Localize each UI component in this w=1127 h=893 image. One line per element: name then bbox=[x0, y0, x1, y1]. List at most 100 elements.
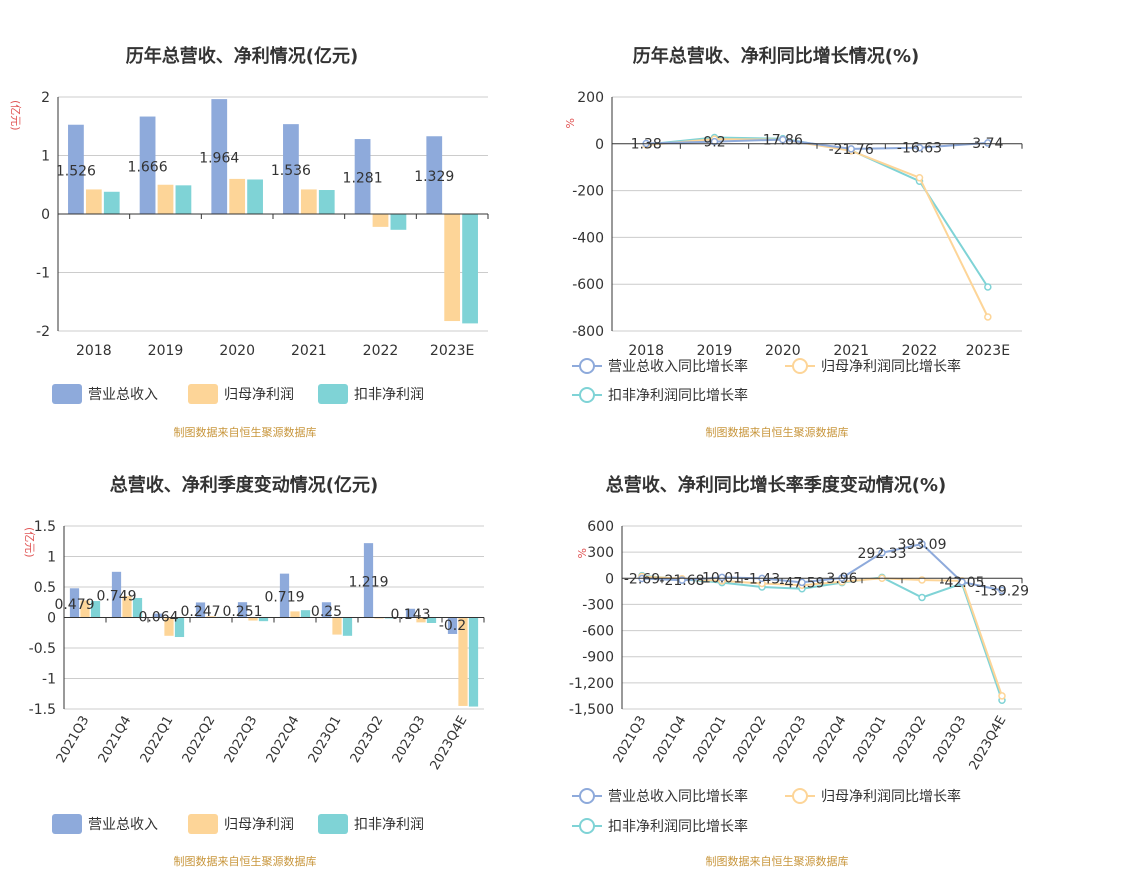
x-tick-label: 2022Q4 bbox=[264, 714, 303, 766]
bar-revenue bbox=[405, 608, 416, 618]
bar-revenue bbox=[447, 617, 458, 634]
x-tick-label: 2020 bbox=[219, 343, 255, 359]
bar-deducted bbox=[175, 185, 192, 214]
data-label: -1.43 bbox=[744, 571, 780, 587]
data-label: 1.38 bbox=[631, 136, 662, 152]
source-note: 制图数据来自恒生聚源数据库 bbox=[173, 426, 317, 439]
line-point bbox=[847, 145, 855, 153]
data-label: -21.68 bbox=[659, 573, 704, 589]
y-tick-label: 600 bbox=[587, 519, 614, 535]
data-label: 0.25 bbox=[311, 604, 342, 620]
y-tick-label: -2 bbox=[36, 324, 50, 340]
x-tick-label: 2022 bbox=[363, 343, 399, 359]
y-tick-label: 0 bbox=[41, 207, 50, 223]
x-tick-label: 2023Q2 bbox=[891, 714, 930, 766]
chart-quarterly-growth: 总营收、净利同比增长率季度变动情况(%) % 600 300 0 -300 -600 -90… bbox=[560, 445, 1127, 893]
bar-deducted bbox=[468, 617, 479, 707]
legend-swatch bbox=[188, 384, 218, 404]
bar-revenue bbox=[139, 116, 156, 214]
legend-label: 扣非净利润同比增长率 bbox=[608, 818, 748, 835]
x-tick-label: 2022Q4 bbox=[811, 714, 850, 766]
legend-label: 扣非净利润同比增长率 bbox=[608, 387, 748, 404]
y-tick-label: -200 bbox=[572, 184, 604, 200]
y-tick-label: -1,500 bbox=[569, 702, 614, 718]
chart-annual-revenue-profit: 历年总营收、净利情况(亿元) (亿元) 2 1 0 -1 -2 1.526 1.666 1.96… bbox=[0, 0, 560, 445]
bar-netprofit bbox=[372, 214, 389, 227]
x-tick-label: 2021 bbox=[291, 343, 327, 359]
bar-deducted bbox=[318, 190, 335, 214]
x-tick-label: 2021Q3 bbox=[54, 714, 93, 766]
x-tick-label: 2023E bbox=[430, 343, 474, 359]
legend-swatch bbox=[318, 384, 348, 404]
x-tick-label: 2019 bbox=[148, 343, 184, 359]
data-label: -0.2 bbox=[439, 618, 466, 634]
legend-marker bbox=[792, 358, 808, 374]
chart-svg: (亿元) 2 1 0 -1 -2 1.526 1.666 1.964 1.536 1.281 1.32… bbox=[9, 90, 489, 404]
chart-title: 总营收、净利同比增长率季度变动情况(%) bbox=[605, 475, 947, 496]
x-tick-label: 2023Q1 bbox=[851, 714, 890, 766]
data-label: 292.33 bbox=[858, 546, 907, 562]
line-netprofit-growth bbox=[646, 138, 989, 318]
data-label: 0.719 bbox=[264, 590, 304, 606]
bar-netprofit bbox=[444, 214, 461, 322]
y-tick-label: -1,200 bbox=[569, 676, 614, 692]
x-tick-label: 2021Q4 bbox=[96, 714, 135, 766]
data-label: 0.247 bbox=[180, 604, 220, 620]
bar-deducted bbox=[300, 610, 311, 618]
bar-revenue bbox=[354, 139, 371, 214]
y-unit-label: % bbox=[563, 118, 576, 128]
line-point bbox=[710, 137, 719, 146]
legend-label: 归母净利润同比增长率 bbox=[821, 788, 961, 805]
x-tick-label: 2021 bbox=[833, 343, 869, 359]
y-tick-label: 2 bbox=[41, 90, 50, 106]
y-tick-label: 1 bbox=[47, 550, 56, 566]
x-tick-label: 2023Q2 bbox=[348, 714, 387, 766]
data-label: -47.59 bbox=[779, 575, 824, 591]
y-unit-label: (亿元) bbox=[9, 100, 22, 131]
x-tick-label: 2022Q1 bbox=[138, 714, 177, 766]
legend-swatch bbox=[318, 814, 348, 834]
legend-swatch bbox=[52, 384, 82, 404]
line-point bbox=[798, 578, 806, 587]
line-point bbox=[915, 143, 924, 152]
bar-revenue bbox=[237, 602, 248, 618]
y-tick-label: -400 bbox=[572, 230, 604, 246]
chart-title: 历年总营收、净利情况(亿元) bbox=[125, 46, 359, 67]
chart-quarterly-revenue-profit: 总营收、净利季度变动情况(亿元) (亿元) 1.5 1 0.5 0 -0.5 -1 -1.5 0… bbox=[0, 445, 560, 893]
bar-revenue bbox=[68, 124, 84, 214]
bar-revenue bbox=[279, 573, 290, 618]
bar-netprofit bbox=[290, 611, 300, 618]
y-tick-label: 300 bbox=[587, 545, 614, 561]
data-label: 0.479 bbox=[54, 597, 94, 613]
data-label: 0.143 bbox=[390, 607, 430, 623]
y-unit-label: (亿元) bbox=[23, 527, 36, 558]
data-label: 1.536 bbox=[271, 163, 311, 179]
legend-label: 营业总收入同比增长率 bbox=[608, 358, 748, 375]
line-point bbox=[984, 283, 992, 291]
bar-deducted bbox=[174, 617, 185, 638]
data-label: 1.964 bbox=[199, 151, 239, 167]
bar-revenue bbox=[111, 571, 122, 618]
data-label: 1.526 bbox=[56, 163, 96, 179]
line-point bbox=[918, 540, 926, 548]
y-tick-label: 1 bbox=[41, 149, 50, 165]
bar-netprofit bbox=[458, 617, 468, 706]
legend-swatch bbox=[52, 814, 82, 834]
y-tick-label: -600 bbox=[582, 624, 614, 640]
bar-netprofit bbox=[416, 617, 426, 623]
bar-revenue bbox=[69, 588, 80, 618]
legend-label: 归母净利润 bbox=[224, 386, 294, 403]
y-tick-label: 0 bbox=[47, 611, 56, 627]
data-label: 1.219 bbox=[348, 574, 388, 590]
x-tick-label: 2022 bbox=[902, 343, 938, 359]
y-tick-label: 0.5 bbox=[34, 580, 56, 596]
x-tick-label: 2023Q3 bbox=[931, 714, 970, 766]
line-point bbox=[779, 135, 787, 144]
data-label: 0.251 bbox=[222, 604, 262, 620]
x-tick-label: 2023Q3 bbox=[390, 714, 429, 766]
bar-netprofit bbox=[80, 600, 90, 618]
bar-revenue bbox=[153, 613, 164, 618]
y-tick-label: -800 bbox=[572, 324, 604, 340]
bar-revenue bbox=[195, 602, 206, 618]
